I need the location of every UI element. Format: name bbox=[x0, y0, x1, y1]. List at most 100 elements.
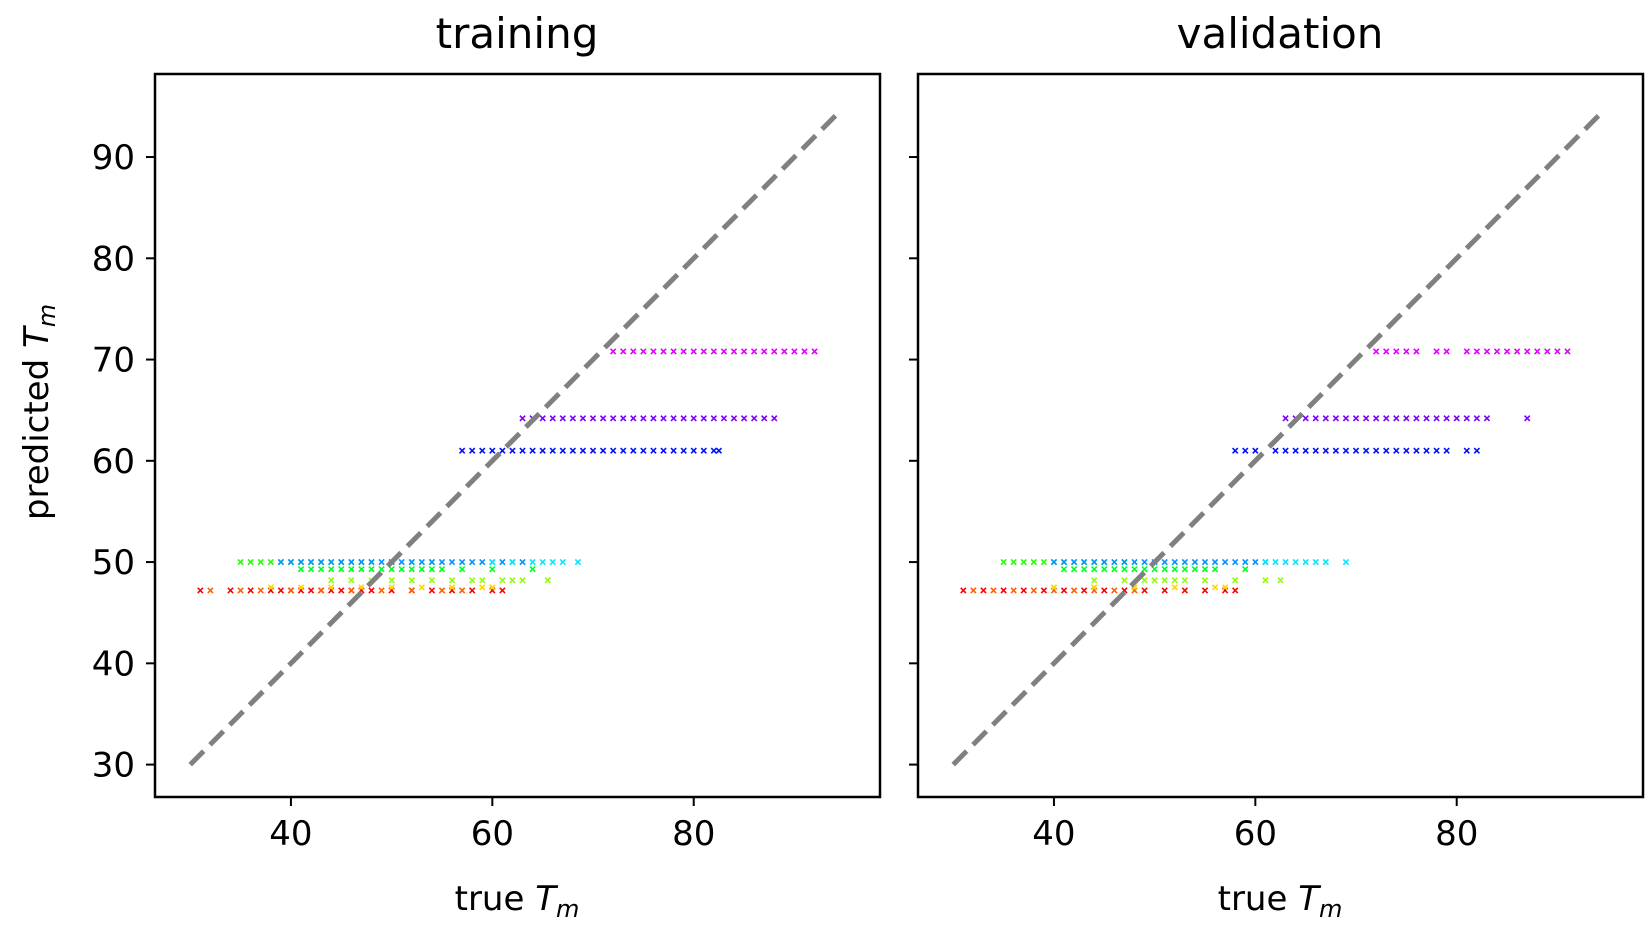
validation-point bbox=[1413, 447, 1420, 454]
training-point bbox=[438, 565, 446, 573]
training-point bbox=[257, 558, 264, 566]
training-point bbox=[549, 558, 556, 566]
training-y-tick-label: 70 bbox=[92, 341, 135, 381]
training-point bbox=[428, 565, 436, 573]
training-series-4 bbox=[297, 565, 536, 573]
validation-panel: validation 40 60 80 true Tm bbox=[909, 9, 1645, 923]
training-point bbox=[579, 447, 587, 454]
training-point bbox=[499, 587, 506, 594]
validation-point bbox=[1493, 348, 1501, 355]
validation-point bbox=[1372, 348, 1380, 355]
validation-point bbox=[1242, 447, 1249, 454]
training-series-2 bbox=[267, 584, 496, 591]
validation-point bbox=[1282, 447, 1289, 454]
y-axis-label: predicted Tm bbox=[17, 304, 61, 520]
validation-point bbox=[1151, 565, 1158, 573]
validation-point bbox=[1272, 447, 1279, 454]
training-point bbox=[479, 577, 486, 584]
validation-series-0 bbox=[960, 587, 1239, 594]
validation-point bbox=[1463, 348, 1470, 355]
validation-point bbox=[1211, 558, 1219, 566]
training-point bbox=[710, 348, 718, 355]
validation-point bbox=[1010, 558, 1017, 566]
training-point bbox=[328, 584, 335, 591]
training-point bbox=[549, 447, 556, 454]
training-point bbox=[479, 558, 486, 566]
training-plot-area bbox=[188, 109, 842, 767]
training-point bbox=[640, 415, 647, 422]
validation-point bbox=[1372, 415, 1380, 422]
training-point bbox=[630, 415, 637, 422]
validation-point bbox=[1060, 587, 1068, 594]
training-y-tick-label: 80 bbox=[92, 239, 135, 279]
validation-point bbox=[1322, 415, 1329, 422]
training-point bbox=[458, 558, 466, 566]
training-point bbox=[519, 558, 526, 566]
training-point bbox=[620, 447, 627, 454]
training-point bbox=[287, 558, 295, 566]
training-point bbox=[408, 587, 415, 594]
training-point bbox=[650, 348, 657, 355]
validation-point bbox=[1232, 558, 1239, 566]
training-point bbox=[569, 447, 577, 454]
validation-point bbox=[1473, 348, 1481, 355]
validation-series-3 bbox=[1091, 577, 1284, 584]
validation-point bbox=[1040, 587, 1048, 594]
validation-axes-frame bbox=[916, 72, 1645, 799]
training-point bbox=[710, 415, 718, 422]
validation-point bbox=[1393, 447, 1400, 454]
validation-point bbox=[1312, 415, 1319, 422]
validation-point bbox=[1080, 565, 1088, 573]
training-point bbox=[599, 415, 607, 422]
training-point bbox=[509, 577, 516, 584]
training-point bbox=[690, 415, 697, 422]
validation-point bbox=[1282, 558, 1289, 566]
validation-point bbox=[1171, 558, 1178, 566]
validation-x-axis-label: true Tm bbox=[1218, 879, 1343, 923]
training-point bbox=[609, 415, 617, 422]
training-point bbox=[237, 558, 244, 566]
training-point bbox=[761, 348, 768, 355]
training-point bbox=[277, 558, 285, 566]
validation-point bbox=[1080, 587, 1088, 594]
training-point bbox=[469, 447, 476, 454]
validation-point bbox=[1292, 558, 1299, 566]
training-x-axis-label: true Tm bbox=[455, 879, 580, 923]
training-y-tick-label: 50 bbox=[92, 543, 135, 583]
training-point bbox=[328, 565, 335, 573]
validation-point bbox=[1121, 558, 1128, 566]
validation-point bbox=[1272, 558, 1279, 566]
training-point bbox=[509, 558, 516, 566]
validation-point bbox=[1352, 447, 1360, 454]
training-point bbox=[730, 415, 738, 422]
training-point bbox=[519, 415, 526, 422]
training-x-tick-label: 60 bbox=[471, 814, 514, 854]
training-point bbox=[418, 558, 426, 566]
training-point bbox=[609, 348, 617, 355]
training-point bbox=[791, 348, 798, 355]
validation-point bbox=[1191, 558, 1199, 566]
validation-point bbox=[1141, 565, 1148, 573]
validation-point bbox=[1030, 558, 1037, 566]
validation-point bbox=[1483, 348, 1491, 355]
training-point bbox=[710, 447, 718, 454]
validation-point bbox=[1121, 577, 1128, 584]
validation-point bbox=[1161, 577, 1168, 584]
training-point bbox=[771, 348, 778, 355]
training-point bbox=[317, 565, 325, 573]
training-point bbox=[630, 447, 637, 454]
training-point bbox=[458, 447, 466, 454]
training-point bbox=[448, 558, 456, 566]
validation-point bbox=[1292, 447, 1299, 454]
training-point bbox=[307, 587, 315, 594]
validation-point bbox=[1211, 565, 1219, 573]
training-point bbox=[660, 415, 667, 422]
validation-series-7 bbox=[1262, 558, 1350, 566]
validation-point bbox=[1161, 558, 1168, 566]
validation-point bbox=[1463, 415, 1470, 422]
training-point bbox=[348, 577, 355, 584]
training-point bbox=[660, 348, 667, 355]
training-point bbox=[469, 558, 476, 566]
validation-plot-area bbox=[951, 109, 1605, 767]
validation-point bbox=[1322, 447, 1329, 454]
